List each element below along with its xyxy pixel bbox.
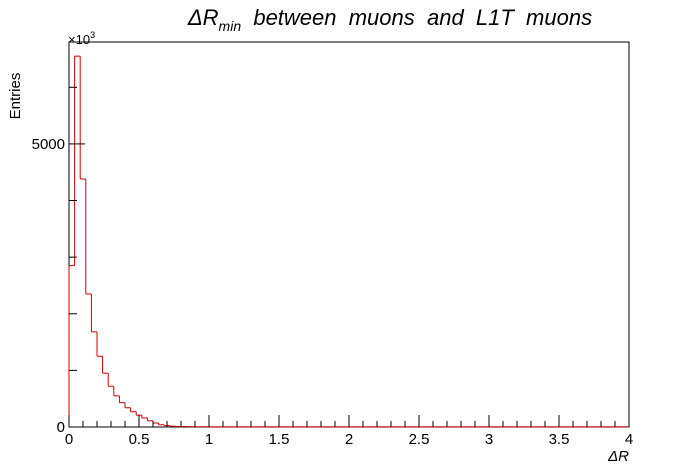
x-tick-label: 3 bbox=[485, 431, 493, 448]
y-axis-multiplier-exponent: 3 bbox=[90, 30, 95, 40]
x-tick-label: 2.5 bbox=[409, 431, 430, 448]
y-tick-label: 5000 bbox=[32, 136, 65, 153]
chart-title-subscript: min bbox=[219, 18, 242, 34]
x-axis-label: ΔR bbox=[607, 448, 629, 465]
chart-title: ΔRmin between muons and L1T muons bbox=[187, 5, 592, 34]
plot-frame bbox=[68, 41, 630, 428]
chart-title-prefix: ΔR bbox=[187, 5, 219, 30]
x-tick-label: 2 bbox=[345, 431, 353, 448]
chart-title-suffix: between muons and L1T muons bbox=[241, 5, 592, 30]
y-axis-multiplier-base: ×10 bbox=[68, 32, 90, 47]
y-axis-multiplier: ×103 bbox=[68, 30, 95, 47]
x-tick-label: 1 bbox=[205, 431, 213, 448]
x-tick-label: 1.5 bbox=[269, 431, 290, 448]
y-tick-label: 0 bbox=[57, 419, 65, 436]
y-axis-label: Entries bbox=[7, 73, 24, 120]
x-tick-label: 4 bbox=[625, 431, 633, 448]
x-tick-label: 3.5 bbox=[549, 431, 570, 448]
plot-area: 0 0.5 1 1.5 2 2.5 3 3.5 4 0 5000 bbox=[32, 41, 633, 448]
x-tick-label: 0 bbox=[65, 431, 73, 448]
x-tick-label: 0.5 bbox=[129, 431, 150, 448]
